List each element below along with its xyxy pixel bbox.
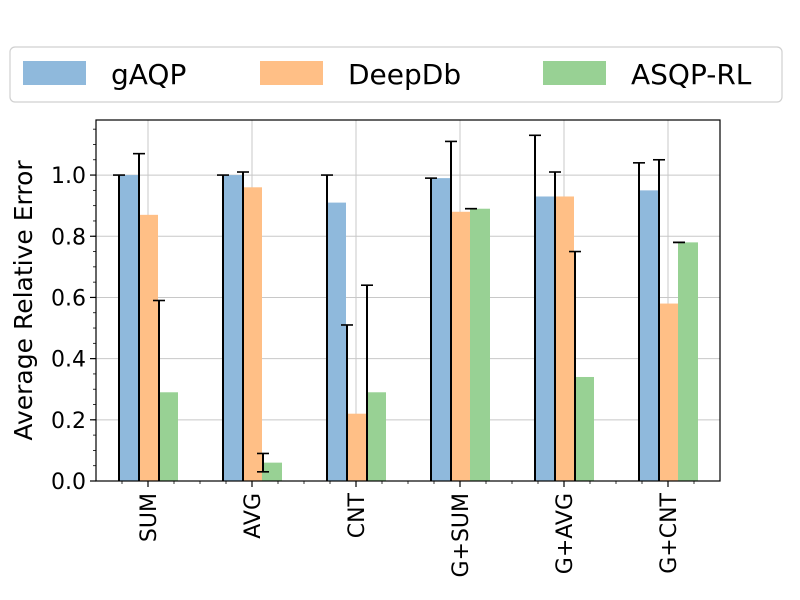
y-tick-label: 1.0 (51, 164, 86, 189)
bar (158, 392, 178, 481)
bar (118, 175, 138, 481)
legend-swatch (23, 61, 86, 85)
bar (638, 190, 658, 481)
bar (326, 202, 346, 482)
error-bars (113, 134, 685, 481)
legend-label: gAQP (111, 58, 186, 91)
bar (470, 208, 490, 481)
bar (658, 303, 678, 481)
grid-lines (96, 120, 720, 482)
x-tick-label: G+AVG (553, 493, 578, 574)
bar (262, 462, 282, 481)
y-axis-label: Average Relative Error (9, 160, 38, 441)
y-tick-label: 0.2 (51, 409, 86, 434)
y-tick-label: 0.0 (51, 470, 86, 495)
legend-box (9, 46, 783, 103)
bar (222, 175, 242, 481)
y-tick-label: 0.4 (51, 348, 86, 373)
plot-frame (95, 119, 721, 482)
bar (242, 187, 262, 481)
x-tick-label: SUM (137, 493, 162, 542)
legend-swatch (543, 61, 606, 85)
bar (554, 196, 574, 482)
bar (574, 376, 594, 481)
x-tick-label: CNT (345, 492, 370, 538)
bar (366, 392, 386, 481)
bar (346, 413, 366, 481)
x-tick-label: G+CNT (657, 492, 682, 573)
bar (678, 242, 698, 481)
legend-label: ASQP-RL (631, 58, 752, 91)
y-tick-label: 0.8 (51, 225, 86, 250)
bar (534, 196, 554, 482)
bar (138, 214, 158, 481)
y-tick-label: 0.6 (51, 286, 86, 311)
legend-swatch (260, 61, 323, 85)
x-tick-label: AVG (241, 493, 266, 539)
bar (430, 178, 450, 481)
legend-label: DeepDb (348, 58, 461, 91)
bar (450, 211, 470, 481)
x-tick-label: G+SUM (449, 493, 474, 578)
bars (118, 175, 698, 482)
axes: 0.0 0.2 0.4 0.6 0.8 1.0 SUM AVG CNT G+SUM G+AVG G+C… (51, 119, 721, 578)
legend: gAQP DeepDb ASQP-RL (9, 46, 783, 103)
